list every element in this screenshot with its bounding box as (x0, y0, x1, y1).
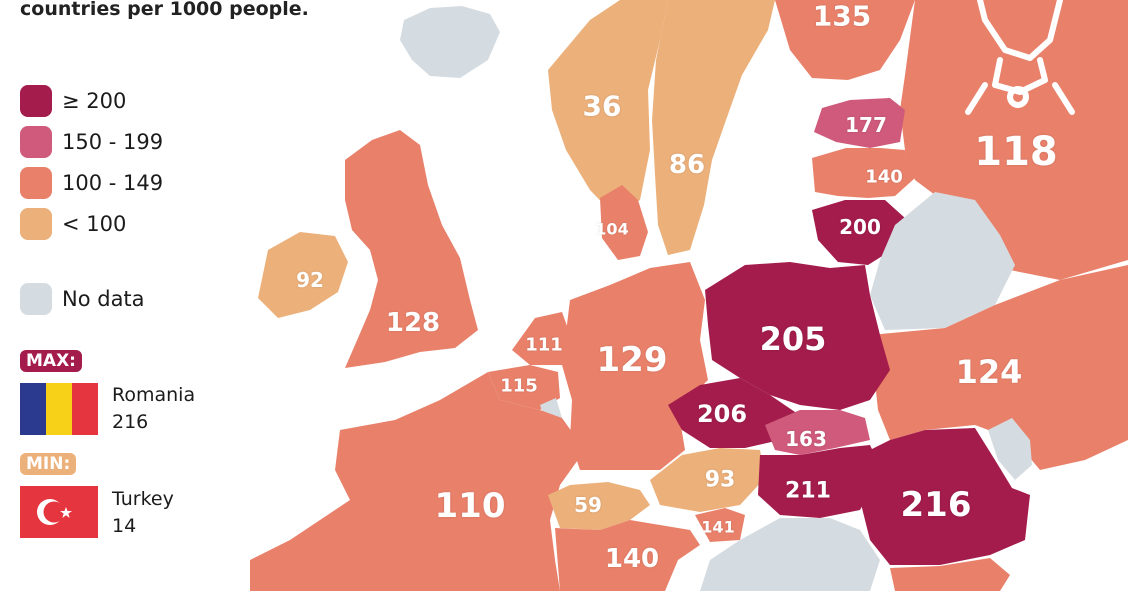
legend-swatch (20, 208, 52, 240)
max-country-value: 216 (112, 411, 149, 433)
value-switzerland: 59 (574, 493, 602, 517)
moldova-shape (988, 418, 1032, 480)
switzerland-shape (548, 482, 650, 530)
value-ukraine: 124 (955, 353, 1023, 391)
value-sweden: 86 (668, 150, 706, 180)
belgium-shape (488, 365, 560, 410)
value-germany: 129 (596, 340, 668, 380)
value-netherlands: 111 (525, 334, 563, 356)
value-lithuania: 200 (839, 215, 881, 239)
value-norway: 36 (582, 89, 622, 123)
value-slovenia: 141 (701, 517, 735, 537)
belarus-shape (870, 192, 1015, 330)
romania-shape (850, 428, 1030, 565)
legend-item-under-100: < 100 (20, 207, 126, 241)
balkans-shape (700, 518, 880, 591)
legend-swatch (20, 283, 52, 315)
value-italy: 140 (604, 544, 660, 574)
czechia-shape (668, 378, 795, 448)
min-country-name: Turkey (112, 488, 174, 510)
dog-icon (965, 0, 1075, 115)
legend-item-150-199: 150 - 199 (20, 125, 163, 159)
legend-item-100-149: 100 - 149 (20, 166, 163, 200)
lithuania-shape (812, 200, 905, 265)
legend-label: No data (62, 287, 145, 311)
value-belgium: 115 (500, 375, 538, 397)
value-uk: 128 (385, 308, 441, 338)
min-tag: MIN: (20, 453, 77, 475)
russia-shape (900, 0, 1128, 280)
value-romania: 216 (900, 485, 972, 525)
netherlands-shape (512, 312, 572, 365)
turkey-flag-icon (20, 486, 98, 538)
legend-label: 150 - 199 (62, 130, 164, 154)
legend-label: 100 - 149 (62, 171, 164, 195)
legend-label: ≥ 200 (62, 89, 127, 113)
value-denmark: 104 (595, 219, 629, 239)
value-france: 110 (434, 486, 506, 526)
legend-item-200-plus: ≥ 200 (20, 84, 126, 118)
value-poland: 205 (759, 320, 827, 358)
bulgaria-shape (890, 558, 1010, 591)
legend-swatch (20, 126, 52, 158)
legend-swatch (20, 85, 52, 117)
uk-shape (345, 130, 478, 368)
max-tag: MAX: (20, 350, 82, 372)
value-slovakia: 163 (785, 427, 827, 451)
legend-label: < 100 (62, 212, 127, 236)
austria-shape (650, 448, 765, 512)
france-shape (250, 372, 585, 591)
ukraine-shape (870, 265, 1128, 470)
value-ireland: 92 (296, 268, 324, 292)
value-austria: 93 (704, 467, 736, 493)
value-estonia: 177 (845, 113, 887, 137)
sweden-shape (652, 0, 775, 255)
legend-item-no-data: No data (20, 282, 145, 316)
denmark-shape (600, 185, 648, 260)
value-czechia: 206 (696, 400, 748, 428)
germany-shape (562, 262, 708, 470)
map-title: countries per 1000 people. (20, 0, 309, 20)
min-country-value: 14 (112, 515, 137, 537)
finland-shape (775, 0, 915, 80)
romania-flag-icon (20, 383, 98, 435)
slovenia-shape (695, 508, 745, 542)
italy-shape (555, 520, 700, 591)
legend-swatch (20, 167, 52, 199)
value-latvia: 140 (865, 166, 903, 188)
slovakia-shape (765, 410, 870, 455)
iceland-shape (400, 6, 500, 78)
max-country-name: Romania (112, 384, 196, 406)
latvia-shape (812, 148, 915, 198)
value-hungary: 211 (785, 478, 831, 504)
norway-shape (548, 0, 668, 216)
value-finland: 135 (812, 0, 872, 33)
ireland-shape (258, 232, 348, 318)
value-russia: 118 (974, 129, 1058, 175)
poland-shape (705, 262, 890, 410)
estonia-shape (814, 98, 905, 148)
